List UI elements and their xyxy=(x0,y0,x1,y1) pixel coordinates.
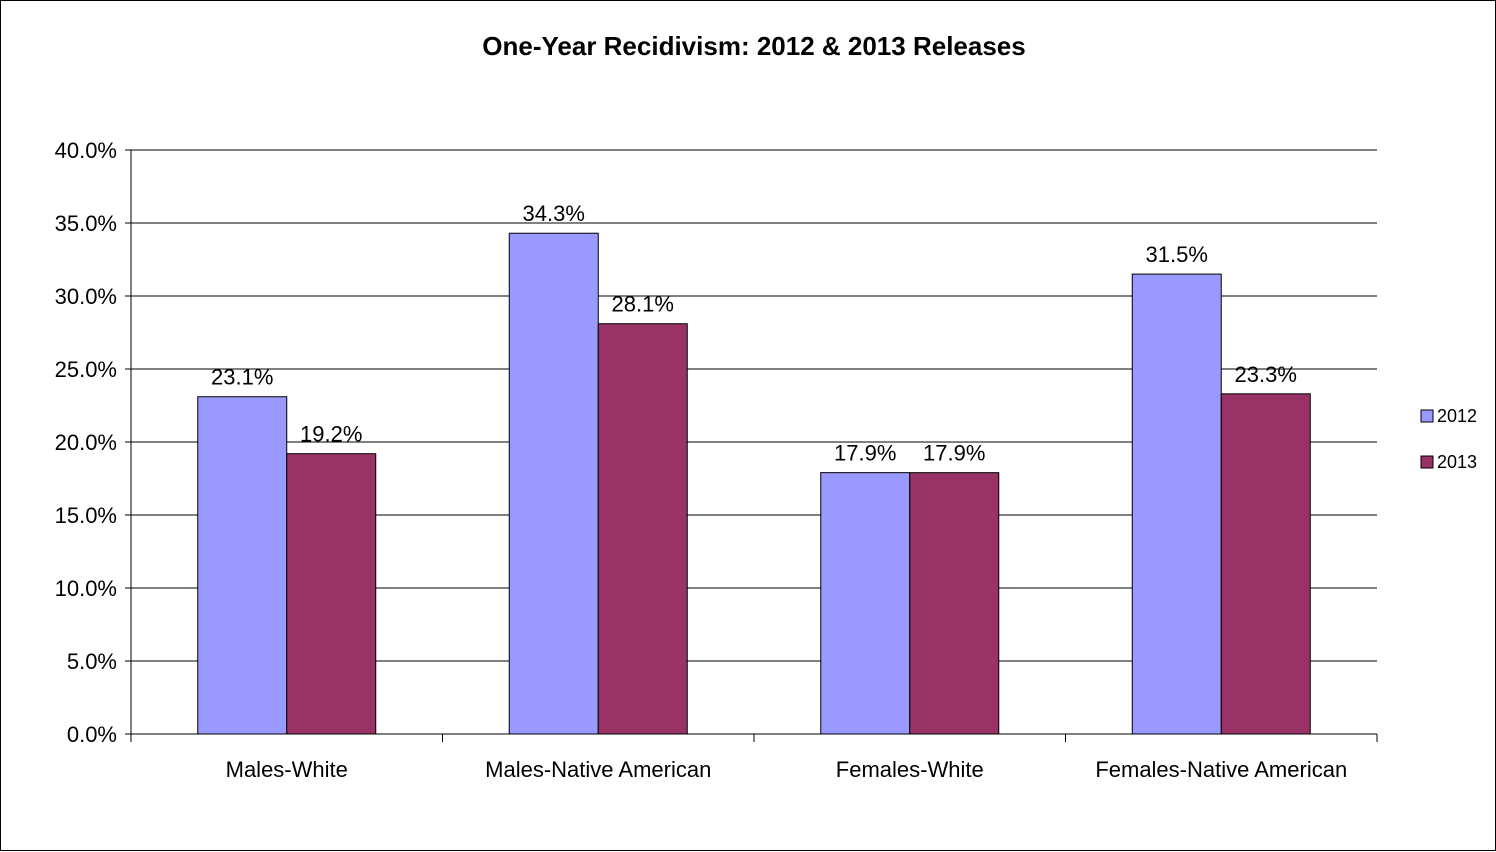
data-label: 28.1% xyxy=(612,292,674,317)
data-label: 19.2% xyxy=(300,422,362,447)
x-tick-label: Females-Native American xyxy=(1095,757,1347,782)
data-label: 17.9% xyxy=(834,441,896,466)
data-label: 31.5% xyxy=(1146,242,1208,267)
data-label: 17.9% xyxy=(923,441,985,466)
y-tick-label: 20.0% xyxy=(55,430,117,455)
legend-swatch xyxy=(1420,455,1434,469)
y-tick-label: 35.0% xyxy=(55,211,117,236)
y-tick-label: 30.0% xyxy=(55,284,117,309)
chart-title: One-Year Recidivism: 2012 & 2013 Release… xyxy=(482,31,1026,61)
legend-label: 2013 xyxy=(1437,452,1477,472)
bar-2012 xyxy=(1131,273,1222,735)
y-tick-label: 5.0% xyxy=(67,649,117,674)
x-tick-label: Females-White xyxy=(836,757,984,782)
legend-label: 2012 xyxy=(1437,406,1477,426)
data-label: 34.3% xyxy=(523,201,585,226)
y-tick-label: 0.0% xyxy=(67,722,117,747)
y-tick-label: 15.0% xyxy=(55,503,117,528)
y-tick-label: 40.0% xyxy=(55,138,117,163)
data-label: 23.1% xyxy=(211,365,273,390)
legend-swatch xyxy=(1420,409,1434,423)
bar-2012 xyxy=(820,472,911,735)
bar-2012 xyxy=(197,396,288,735)
x-tick-label: Males-Native American xyxy=(485,757,711,782)
bar-2012 xyxy=(508,232,599,735)
bar-2013 xyxy=(1220,393,1311,735)
y-tick-label: 25.0% xyxy=(55,357,117,382)
data-label: 23.3% xyxy=(1235,362,1297,387)
x-tick-label: Males-White xyxy=(226,757,348,782)
bar-2013 xyxy=(597,323,688,735)
bar-2013 xyxy=(909,472,1000,735)
bar-2013 xyxy=(286,453,377,735)
y-tick-label: 10.0% xyxy=(55,576,117,601)
